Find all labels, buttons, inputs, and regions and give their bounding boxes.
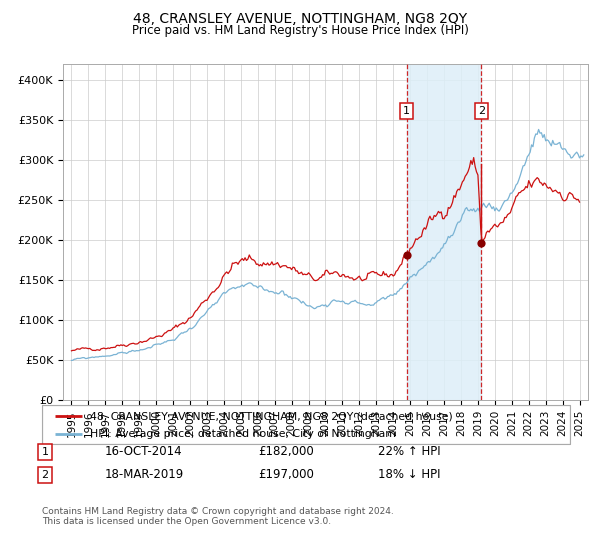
Text: £182,000: £182,000: [258, 445, 314, 459]
Text: Price paid vs. HM Land Registry's House Price Index (HPI): Price paid vs. HM Land Registry's House …: [131, 24, 469, 37]
Text: 1: 1: [41, 447, 49, 457]
Text: HPI: Average price, detached house, City of Nottingham: HPI: Average price, detached house, City…: [89, 429, 395, 439]
Text: Contains HM Land Registry data © Crown copyright and database right 2024.
This d: Contains HM Land Registry data © Crown c…: [42, 507, 394, 526]
Text: 48, CRANSLEY AVENUE, NOTTINGHAM, NG8 2QY: 48, CRANSLEY AVENUE, NOTTINGHAM, NG8 2QY: [133, 12, 467, 26]
Text: 1: 1: [403, 106, 410, 116]
Text: 2: 2: [478, 106, 485, 116]
Text: 48, CRANSLEY AVENUE, NOTTINGHAM, NG8 2QY (detached house): 48, CRANSLEY AVENUE, NOTTINGHAM, NG8 2QY…: [89, 411, 452, 421]
Text: £197,000: £197,000: [258, 468, 314, 482]
Point: [402, 250, 412, 259]
Text: 16-OCT-2014: 16-OCT-2014: [105, 445, 182, 459]
Text: 22% ↑ HPI: 22% ↑ HPI: [378, 445, 440, 459]
Text: 2: 2: [41, 470, 49, 480]
Bar: [407, 64, 481, 400]
Point: [476, 239, 486, 248]
Text: 18-MAR-2019: 18-MAR-2019: [105, 468, 184, 482]
Text: 18% ↓ HPI: 18% ↓ HPI: [378, 468, 440, 482]
